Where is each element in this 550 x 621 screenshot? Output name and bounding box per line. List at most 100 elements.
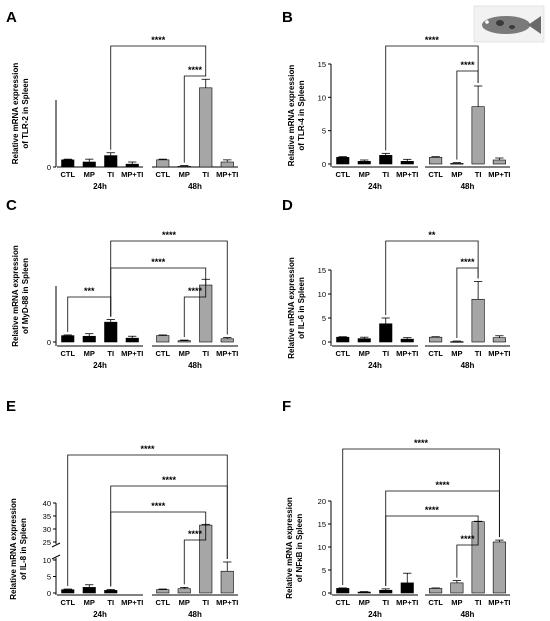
x-tick-label: CTL xyxy=(428,170,443,179)
bar xyxy=(471,298,485,343)
y-axis: 0 5 10 15 xyxy=(318,60,332,169)
x-tick-label: CTL xyxy=(60,170,75,179)
panel-label: F xyxy=(282,398,291,415)
bar xyxy=(125,163,139,168)
x-tick-label: TI xyxy=(475,170,482,179)
y-tick-label: 25 xyxy=(43,538,51,547)
x-tick-label: TI xyxy=(475,598,482,607)
x-tick-label: MP+TI xyxy=(216,349,238,358)
y-axis-title-line: Relative mRNA expression xyxy=(287,257,296,359)
bar xyxy=(82,335,96,343)
x-tick-label: CTL xyxy=(428,598,443,607)
bar xyxy=(471,106,485,165)
chart-panel-F: F 0 5 10 15 20 Relative mRNA expressionof NFκB… xyxy=(282,398,511,619)
chart-panel-A: A 0 Relative mRNA expressionof TLR-2 in Sp… xyxy=(6,9,238,191)
significance-label: **** xyxy=(460,534,475,544)
y-axis-title-line: of TLR-4 in Spleen xyxy=(297,80,306,150)
significance-bracket xyxy=(456,267,479,339)
bar xyxy=(400,338,414,343)
x-tick-label: TI xyxy=(202,349,209,358)
significance-bracket xyxy=(456,70,479,160)
x-tick-label: CTL xyxy=(155,170,170,179)
panel-label: A xyxy=(6,9,17,26)
bar xyxy=(104,590,118,594)
panel-label: E xyxy=(6,398,16,415)
x-group-label: 48h xyxy=(461,610,475,619)
significance-label: *** xyxy=(84,286,95,296)
y-axis-title: Relative mRNA expressionof NFκB in Splee… xyxy=(285,497,304,599)
panel-label: C xyxy=(6,197,17,214)
y-axis-title-line: Relative mRNA expression xyxy=(11,63,20,165)
x-group-label: 24h xyxy=(93,361,107,370)
y-axis-title-line: of IL-8 in Spleen xyxy=(19,518,28,580)
significance-bracket xyxy=(183,276,207,338)
x-tick-label: MP xyxy=(84,349,95,358)
x-tick-label: TI xyxy=(382,349,389,358)
y-tick-label: 5 xyxy=(322,314,326,323)
y-axis-title: Relative mRNA expressionof IL-8 in Splee… xyxy=(9,498,28,600)
x-tick-label: CTL xyxy=(155,349,170,358)
bar xyxy=(492,159,506,165)
x-tick-label: MP+TI xyxy=(216,598,238,607)
x-group-label: 48h xyxy=(461,182,475,191)
x-tick-label: MP+TI xyxy=(216,170,238,179)
bar xyxy=(379,589,393,594)
x-group-label: 24h xyxy=(368,361,382,370)
y-tick-label: 15 xyxy=(318,266,326,275)
bar xyxy=(492,337,506,343)
y-tick-label: 20 xyxy=(318,497,326,506)
y-tick-label: 15 xyxy=(318,60,326,69)
x-group-label: 24h xyxy=(368,182,382,191)
x-tick-label: CTL xyxy=(155,598,170,607)
significance-label: **** xyxy=(188,286,203,296)
bar xyxy=(429,336,443,343)
y-axis-title: Relative mRNA expressionof TLR-2 in Sple… xyxy=(11,63,30,165)
y-tick-label: 15 xyxy=(318,520,326,529)
x-tick-label: MP xyxy=(451,170,462,179)
y-tick-label: 10 xyxy=(318,93,326,102)
bar xyxy=(82,587,96,594)
bar xyxy=(400,582,414,594)
x-tick-label: MP+TI xyxy=(488,349,510,358)
bar xyxy=(61,589,75,594)
x-tick-label: MP+TI xyxy=(121,598,143,607)
x-group-label: 24h xyxy=(93,610,107,619)
x-tick-label: MP+TI xyxy=(396,598,418,607)
bar xyxy=(104,321,118,343)
x-group-label: 24h xyxy=(93,182,107,191)
bar xyxy=(357,161,371,165)
y-tick-label: 0 xyxy=(47,338,51,347)
bar xyxy=(220,570,234,594)
x-tick-label: MP+TI xyxy=(121,170,143,179)
y-tick-label: 40 xyxy=(43,499,51,508)
significance-label: **** xyxy=(151,501,166,511)
bar xyxy=(177,340,191,343)
x-tick-label: MP xyxy=(84,598,95,607)
significance-bracket xyxy=(110,240,228,335)
significance-label: **** xyxy=(162,475,177,485)
significance-label: **** xyxy=(140,444,155,454)
y-tick-label: 0 xyxy=(322,338,326,347)
axis-break-mark xyxy=(51,554,61,560)
bar xyxy=(400,161,414,165)
significance-label: **** xyxy=(188,529,203,539)
y-tick-label: 5 xyxy=(322,566,326,575)
x-tick-label: MP xyxy=(359,170,370,179)
bar xyxy=(220,161,234,168)
bar xyxy=(61,159,75,168)
bar xyxy=(429,588,443,594)
y-tick-label: 10 xyxy=(318,290,326,299)
x-tick-label: TI xyxy=(475,349,482,358)
y-tick-label: 35 xyxy=(43,512,51,521)
x-tick-label: CTL xyxy=(60,598,75,607)
y-axis-title: Relative mRNA expressionof TLR-4 in Sple… xyxy=(287,65,306,167)
bar xyxy=(177,588,191,594)
y-axis-title-line: of TLR-2 in Spleen xyxy=(21,78,30,148)
chart-panel-C: C 0 Relative mRNA expressionof MyD-88 in S… xyxy=(6,197,238,370)
bar xyxy=(450,341,464,343)
bar xyxy=(450,163,464,165)
y-axis-title: Relative mRNA expressionof MyD-88 in Spl… xyxy=(11,245,30,347)
bar xyxy=(336,588,350,594)
significance-label: ** xyxy=(428,230,436,240)
x-tick-label: MP xyxy=(359,598,370,607)
